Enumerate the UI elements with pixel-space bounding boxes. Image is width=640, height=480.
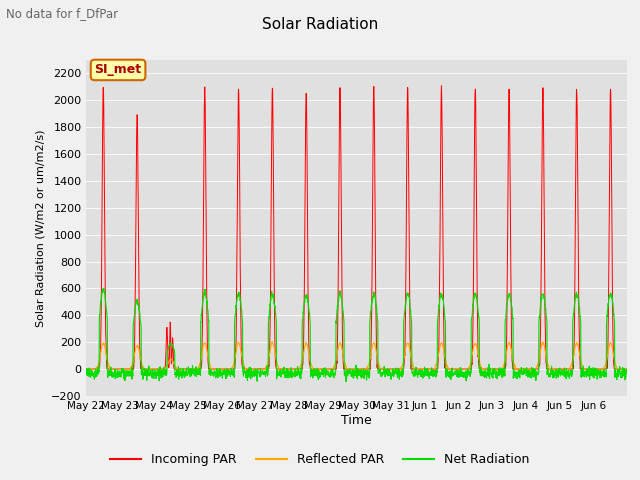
X-axis label: Time: Time (341, 414, 372, 427)
Text: SI_met: SI_met (95, 63, 141, 76)
Text: No data for f_DfPar: No data for f_DfPar (6, 7, 118, 20)
Legend: Incoming PAR, Reflected PAR, Net Radiation: Incoming PAR, Reflected PAR, Net Radiati… (105, 448, 535, 471)
Y-axis label: Solar Radiation (W/m2 or um/m2/s): Solar Radiation (W/m2 or um/m2/s) (35, 129, 45, 327)
Text: Solar Radiation: Solar Radiation (262, 17, 378, 32)
